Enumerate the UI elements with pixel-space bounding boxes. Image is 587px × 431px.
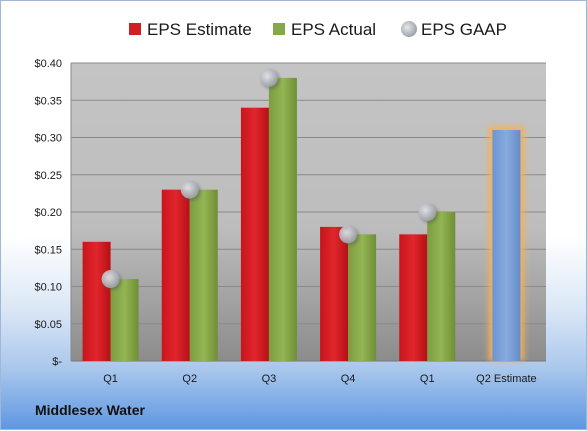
legend: EPS Estimate EPS Actual EPS GAAP bbox=[129, 20, 507, 39]
x-tick-label: Q2 bbox=[182, 373, 197, 385]
x-tick-label: Q1 bbox=[103, 373, 118, 385]
y-axis: $- $0.05 $0.10 $0.15 $0.20 $0.25 $0.30 $0.35 $0.… bbox=[34, 58, 72, 368]
y-tick-label: $0.35 bbox=[34, 95, 62, 107]
y-tick-label: $0.30 bbox=[34, 133, 62, 145]
y-tick-label: $- bbox=[52, 356, 62, 368]
eps-estimate-bar bbox=[320, 226, 349, 361]
y-tick-label: $0.15 bbox=[34, 244, 62, 256]
eps-gaap-marker bbox=[180, 180, 199, 199]
y-tick-label: $0.10 bbox=[34, 282, 62, 294]
company-name: Middlesex Water bbox=[35, 402, 145, 418]
gridlines bbox=[71, 62, 546, 362]
eps-actual-bar bbox=[427, 212, 456, 361]
gaap-markers bbox=[101, 68, 439, 291]
x-tick-label: Q4 bbox=[341, 373, 356, 385]
legend-label: EPS GAAP bbox=[421, 20, 507, 39]
x-tick-label: Q1 bbox=[420, 373, 435, 385]
eps-gaap-marker bbox=[418, 203, 437, 221]
legend-swatch bbox=[401, 21, 417, 37]
eps-actual-bar bbox=[348, 234, 377, 361]
eps-estimate-bar bbox=[82, 241, 111, 361]
x-axis: Q1 Q2 Q3 Q4 Q1 Q2 Estimate bbox=[103, 373, 536, 385]
x-tick-label: Q2 Estimate bbox=[476, 373, 537, 385]
eps-gaap-marker bbox=[259, 68, 278, 87]
eps-estimate-bar bbox=[161, 189, 190, 361]
bars bbox=[82, 77, 525, 362]
eps-gaap-marker bbox=[339, 225, 358, 244]
eps-estimate-bar bbox=[240, 107, 269, 361]
x-tick-label: Q3 bbox=[262, 373, 277, 385]
q2-estimate-bar bbox=[492, 130, 521, 361]
legend-label: EPS Actual bbox=[291, 20, 376, 39]
eps-actual-bar bbox=[189, 189, 218, 361]
eps-estimate-bar bbox=[399, 234, 428, 361]
eps-actual-bar bbox=[110, 279, 139, 361]
y-tick-label: $0.25 bbox=[34, 170, 62, 182]
y-tick-label: $0.40 bbox=[34, 58, 62, 70]
y-tick-label: $0.20 bbox=[34, 207, 62, 219]
legend-swatch bbox=[273, 23, 285, 35]
legend-swatch bbox=[129, 23, 141, 35]
legend-label: EPS Estimate bbox=[147, 20, 252, 39]
eps-actual-bar bbox=[268, 77, 297, 362]
eps-gaap-marker bbox=[101, 270, 120, 289]
y-tick-label: $0.05 bbox=[34, 319, 62, 331]
